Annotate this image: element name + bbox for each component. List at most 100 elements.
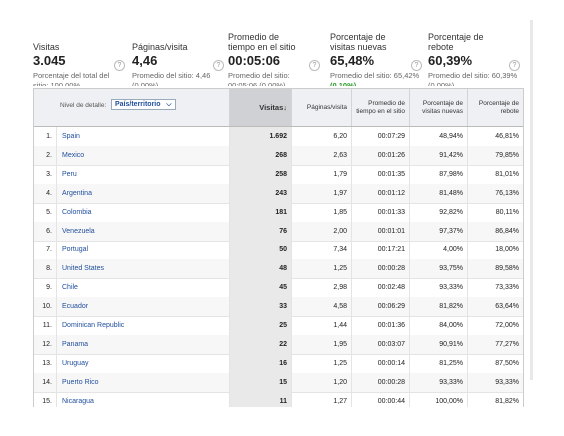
cell: 268 xyxy=(229,145,291,165)
cell: 25 xyxy=(229,316,291,335)
table-row: 9. Chile 45 2,98 00:02:48 93,33% 73,33% xyxy=(34,278,523,299)
country-link[interactable]: Dominican Republic xyxy=(62,322,125,329)
row-rank: 12. xyxy=(42,340,52,348)
country-link[interactable]: Puerto Rico xyxy=(62,378,99,386)
cell: 80,11% xyxy=(467,202,523,222)
cell: 00:01:35 xyxy=(351,164,409,184)
column-header[interactable]: Porcentaje de visitas nuevas xyxy=(409,89,467,126)
cell: 81,01% xyxy=(467,164,523,184)
country-link[interactable]: Spain xyxy=(62,133,80,140)
cell: 243 xyxy=(229,183,291,203)
cell: 00:01:01 xyxy=(351,221,409,241)
row-country: Mexico xyxy=(56,145,229,165)
country-link[interactable]: Colombia xyxy=(62,208,92,216)
country-link[interactable]: Venezuela xyxy=(62,227,95,235)
help-icon[interactable]: ? xyxy=(509,60,520,71)
column-header[interactable]: Promedio de tiempo en el sitio xyxy=(351,89,409,126)
table-row: 11. Dominican Republic 25 1,44 00:01:36 84,00… xyxy=(34,316,523,336)
cell: 4,00% xyxy=(409,240,467,260)
metric-sub-text: Promedio del sitio: 60,39% (0,00%) xyxy=(428,71,518,86)
metric-sub: Promedio del sitio: 4,46 (0,00%) xyxy=(132,71,224,86)
row-rank: 13. xyxy=(42,359,52,367)
country-link[interactable]: Portugal xyxy=(62,246,89,254)
row-country: Colombia xyxy=(56,202,229,222)
cell: 89,58% xyxy=(467,259,523,279)
help-icon[interactable]: ? xyxy=(213,60,224,71)
country-link[interactable]: Argentina xyxy=(62,189,92,197)
cell: 00:00:44 xyxy=(351,391,409,407)
table: Nivel de detalle: País/territorio ⌵ Visit… xyxy=(33,88,524,407)
table-row: 3. Peru 258 1,79 00:01:35 87,98% 81,01% xyxy=(34,164,523,185)
country-link[interactable]: Mexico xyxy=(62,151,85,159)
metric-sub-text: Promedio del sitio: 4,46 (0,00%) xyxy=(132,71,211,86)
help-icon[interactable]: ? xyxy=(114,60,125,71)
cell: 97,37% xyxy=(409,221,467,241)
table-row: 13. Uruguay 16 1,25 00:00:14 81,25% 87,50% xyxy=(34,353,523,374)
cell: 2,63 xyxy=(291,145,351,165)
cell: 84,00% xyxy=(409,316,467,335)
table-row: 8. United States 48 1,25 00:00:28 93,75% 89,58… xyxy=(34,259,523,280)
row-rank: 6. xyxy=(46,227,52,235)
cell: 00:00:14 xyxy=(351,353,409,373)
cell: 1,95 xyxy=(291,334,351,354)
metric-label: Páginas/visita xyxy=(132,42,188,52)
cell: 1,27 xyxy=(291,391,351,407)
cell: 00:01:26 xyxy=(351,145,409,165)
cell: 7,34 xyxy=(291,240,351,260)
cell: 93,33% xyxy=(467,372,523,392)
row-rank: 11. xyxy=(42,322,52,329)
row-country: Panama xyxy=(56,334,229,354)
cell: 33 xyxy=(229,297,291,317)
country-link[interactable]: United States xyxy=(62,265,105,273)
metric: Promedio de tiempo en el sitio? 00:05:06 P… xyxy=(228,28,324,86)
cell: 1,20 xyxy=(291,372,351,392)
row-rank: 10. xyxy=(42,303,52,311)
row-country: Peru xyxy=(56,164,229,184)
row-rank: 2. xyxy=(46,151,52,159)
cell: 00:17:21 xyxy=(351,240,409,260)
table-row: 5. Colombia 181 1,85 00:01:33 92,82% 80,11% xyxy=(34,202,523,223)
cell: 181 xyxy=(229,202,291,222)
row-rank: 3. xyxy=(46,170,52,178)
country-link[interactable]: Panama xyxy=(62,340,89,348)
cell: 00:00:28 xyxy=(351,372,409,392)
metric: Porcentaje de rebote? 60,39% Promedio del … xyxy=(428,28,524,86)
row-rank: 8. xyxy=(46,265,52,273)
country-link[interactable]: Chile xyxy=(62,284,78,292)
country-link[interactable]: Nicaragua xyxy=(62,397,94,405)
metric-sub: Promedio del sitio: 60,39% (0,00%) xyxy=(428,71,520,86)
cell: 1,85 xyxy=(291,202,351,222)
table-row: 1. Spain 1.692 6,20 00:07:29 48,94% 46,81% xyxy=(34,127,523,147)
cell: 63,64% xyxy=(467,297,523,317)
dimension-select[interactable]: País/territorio ⌵ xyxy=(111,99,176,110)
cell: 00:01:12 xyxy=(351,183,409,203)
column-header-text: Visitas xyxy=(259,102,284,112)
column-header-text: Páginas/visita xyxy=(306,103,347,111)
cell: 00:01:36 xyxy=(351,316,409,335)
row-country: Argentina xyxy=(56,183,229,203)
metric-label: Promedio de tiempo en el sitio xyxy=(228,32,296,52)
cell: 50 xyxy=(229,240,291,260)
metric-sub: Promedio del sitio: 00:05:06 (0,00%) xyxy=(228,71,320,86)
cell: 72,00% xyxy=(467,316,523,335)
help-icon[interactable]: ? xyxy=(411,60,422,71)
metric-value: 00:05:06 xyxy=(228,53,281,68)
country-link[interactable]: Uruguay xyxy=(62,359,89,367)
cell: 00:02:48 xyxy=(351,278,409,298)
column-header[interactable]: Visitas ↓ xyxy=(229,89,291,126)
scroll-bar xyxy=(530,20,533,380)
help-icon[interactable]: ? xyxy=(309,60,320,71)
cell: 100,00% xyxy=(409,391,467,407)
column-header[interactable]: Páginas/visita xyxy=(291,89,351,126)
metric-label: Porcentaje de rebote xyxy=(428,32,484,52)
column-header[interactable]: Porcentaje de rebote xyxy=(467,89,523,126)
row-country: Nicaragua xyxy=(56,391,229,407)
metric-sub-text: Promedio del sitio: 65,42% xyxy=(330,71,420,80)
country-link[interactable]: Peru xyxy=(62,170,77,178)
cell: 2,00 xyxy=(291,221,351,241)
country-link[interactable]: Ecuador xyxy=(62,303,89,311)
metric-sub: Porcentaje del total del sitio: 100,00% xyxy=(33,71,125,86)
metric: Porcentaje de visitas nuevas? 65,48% Prome… xyxy=(330,28,426,86)
row-country: Chile xyxy=(56,278,229,298)
cell: 81,25% xyxy=(409,353,467,373)
